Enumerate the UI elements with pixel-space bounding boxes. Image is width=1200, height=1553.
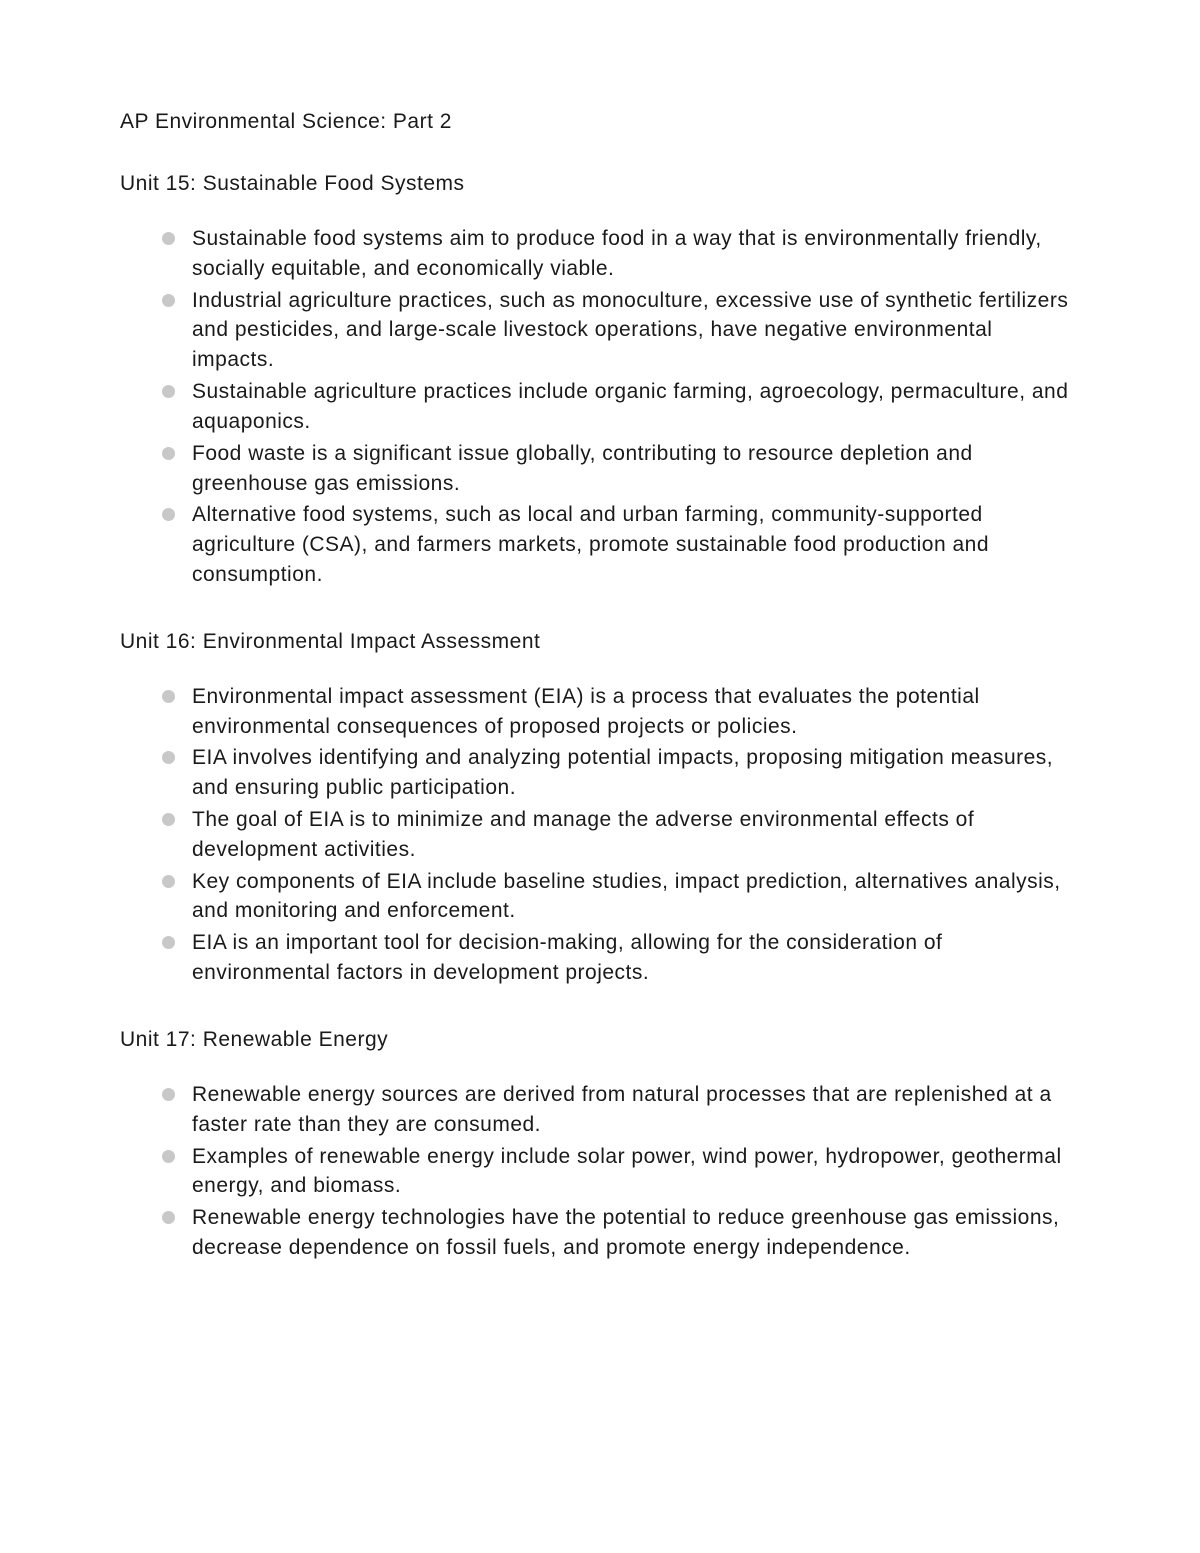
list-item: The goal of EIA is to minimize and manag… [162, 805, 1080, 865]
list-item: Key components of EIA include baseline s… [162, 867, 1080, 927]
document-title: AP Environmental Science: Part 2 [120, 110, 1080, 134]
list-item: Sustainable agriculture practices includ… [162, 377, 1080, 437]
list-item: Food waste is a significant issue global… [162, 439, 1080, 499]
list-item: Alternative food systems, such as local … [162, 500, 1080, 589]
list-item: Renewable energy technologies have the p… [162, 1203, 1080, 1263]
unit-heading: Unit 15: Sustainable Food Systems [120, 172, 1080, 196]
bullet-list: Environmental impact assessment (EIA) is… [120, 682, 1080, 988]
unit-heading: Unit 17: Renewable Energy [120, 1028, 1080, 1052]
list-item: Renewable energy sources are derived fro… [162, 1080, 1080, 1140]
bullet-list: Sustainable food systems aim to produce … [120, 224, 1080, 590]
list-item: Environmental impact assessment (EIA) is… [162, 682, 1080, 742]
unit-section: Unit 16: Environmental Impact Assessment… [120, 630, 1080, 988]
list-item: EIA is an important tool for decision-ma… [162, 928, 1080, 988]
bullet-list: Renewable energy sources are derived fro… [120, 1080, 1080, 1263]
unit-section: Unit 17: Renewable Energy Renewable ener… [120, 1028, 1080, 1263]
list-item: Sustainable food systems aim to produce … [162, 224, 1080, 284]
unit-heading: Unit 16: Environmental Impact Assessment [120, 630, 1080, 654]
list-item: EIA involves identifying and analyzing p… [162, 743, 1080, 803]
list-item: Industrial agriculture practices, such a… [162, 286, 1080, 375]
list-item: Examples of renewable energy include sol… [162, 1142, 1080, 1202]
unit-section: Unit 15: Sustainable Food Systems Sustai… [120, 172, 1080, 590]
